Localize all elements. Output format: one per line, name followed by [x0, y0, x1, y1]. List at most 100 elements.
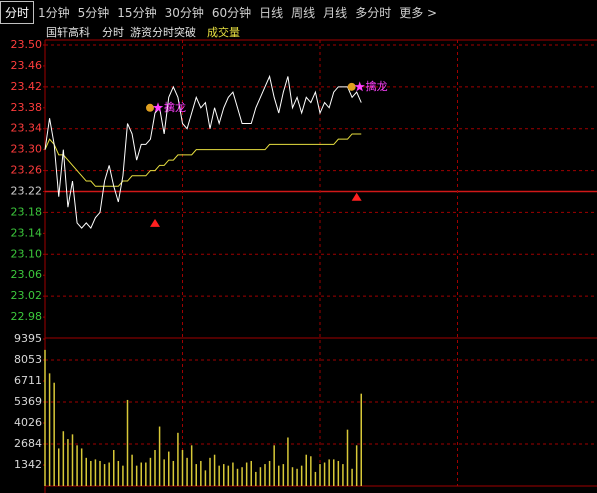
volume-bar: [62, 431, 65, 486]
y-tick-label: 23.18: [11, 205, 43, 218]
volume-bar: [58, 448, 60, 486]
volume-bar: [103, 464, 106, 486]
volume-bar: [250, 460, 252, 486]
y-tick-label: 23.14: [11, 226, 43, 239]
volume-bar: [232, 462, 234, 486]
volume-bar: [71, 434, 74, 486]
volume-bar: [296, 468, 298, 486]
volume-bar: [319, 464, 321, 486]
volume-bar: [360, 393, 362, 486]
volume-bar: [264, 464, 266, 486]
tab[interactable]: 30分钟: [164, 5, 204, 20]
y-tick-label: 1342: [14, 458, 42, 471]
volume-bar: [314, 471, 317, 486]
price-line: [44, 74, 362, 230]
signal-icon: [347, 82, 356, 91]
volume-bar: [241, 467, 243, 486]
volume-bar: [181, 450, 184, 486]
tab[interactable]: 5分钟: [77, 5, 110, 20]
volume-bar: [90, 460, 92, 486]
tab[interactable]: 更多 >: [399, 5, 438, 20]
volume-bar: [154, 450, 156, 486]
indicator-label: 游资分时突破: [130, 25, 196, 39]
volume-bar: [94, 459, 97, 486]
volume-bar: [236, 468, 239, 486]
y-tick-label: 6711: [14, 374, 42, 387]
y-tick-label: 23.34: [11, 122, 43, 135]
volume-bar: [342, 464, 344, 486]
signal-star: [354, 81, 365, 92]
volume-bar: [76, 445, 78, 486]
volume-bar: [355, 445, 358, 486]
y-tick-label: 23.22: [11, 185, 43, 198]
y-tick-label: 23.50: [11, 38, 43, 51]
tab[interactable]: 周线: [291, 5, 316, 20]
volume-bar: [195, 464, 197, 486]
tab[interactable]: 日线: [259, 5, 284, 20]
signal-triangle: [351, 192, 362, 201]
y-tick-label: 4026: [14, 416, 42, 429]
volume-bar: [223, 464, 225, 486]
volume-bar: [177, 432, 179, 486]
volume-bar: [282, 464, 285, 486]
volume-bar: [140, 462, 142, 486]
signal-icon: [146, 103, 154, 112]
volume-bar: [310, 456, 312, 486]
volume-bar: [287, 437, 289, 486]
signal-label: 擒龙: [366, 79, 388, 93]
volume-bar: [209, 457, 211, 486]
tab[interactable]: 15分钟: [117, 5, 157, 20]
volume-bar: [48, 373, 51, 486]
chart-label: 分时: [102, 26, 124, 39]
volume-bar: [218, 465, 220, 486]
y-tick-label: 22.98: [11, 310, 43, 323]
volume-bar: [135, 465, 138, 486]
volume-bar: [85, 457, 87, 486]
y-tick-label: 5369: [14, 395, 42, 408]
y-tick-label: 23.30: [11, 143, 43, 156]
volume-bar: [122, 465, 124, 486]
volume-bar: [268, 460, 271, 486]
volume-bar: [305, 454, 307, 486]
signal-label: 擒龙: [164, 100, 186, 114]
volume-bar: [346, 429, 349, 486]
volume-bar: [291, 467, 294, 486]
volume-bar: [204, 470, 207, 486]
volume-bar: [99, 460, 101, 486]
volume-label: 成交量: [207, 25, 240, 39]
volume-bar: [149, 457, 152, 486]
volume-bar: [117, 460, 120, 486]
tab[interactable]: 1分钟: [38, 5, 70, 20]
tab[interactable]: 多分时: [355, 5, 392, 20]
volume-bar: [158, 426, 161, 486]
y-tick-label: 23.46: [11, 59, 43, 72]
volume-bar: [131, 454, 133, 486]
y-tick-label: 23.02: [11, 289, 43, 302]
tab[interactable]: 月线: [323, 5, 348, 20]
volume-bar: [80, 448, 83, 486]
volume-bar: [108, 462, 110, 486]
y-tick-label: 23.10: [11, 247, 43, 260]
y-tick-label: 23.38: [11, 101, 43, 114]
volume-bar: [213, 454, 216, 486]
y-tick-label: 23.26: [11, 164, 43, 177]
volume-bar: [168, 451, 170, 486]
volume-bar: [323, 462, 326, 486]
volume-bar: [53, 382, 55, 486]
volume-bar: [113, 450, 115, 486]
volume-bar: [255, 471, 257, 486]
volume-bar: [67, 439, 69, 486]
volume-bar: [186, 457, 188, 486]
volume-bar: [333, 459, 335, 486]
volume-bar: [200, 460, 202, 486]
volume-bar: [328, 459, 330, 486]
volume-bar: [163, 459, 165, 486]
volume-bar: [172, 460, 175, 486]
y-tick-label: 9395: [14, 332, 42, 345]
y-tick-label: 8053: [14, 353, 42, 366]
tab[interactable]: 60分钟: [211, 5, 252, 20]
y-tick-label: 2684: [14, 437, 42, 450]
tab[interactable]: 分时: [0, 0, 35, 24]
